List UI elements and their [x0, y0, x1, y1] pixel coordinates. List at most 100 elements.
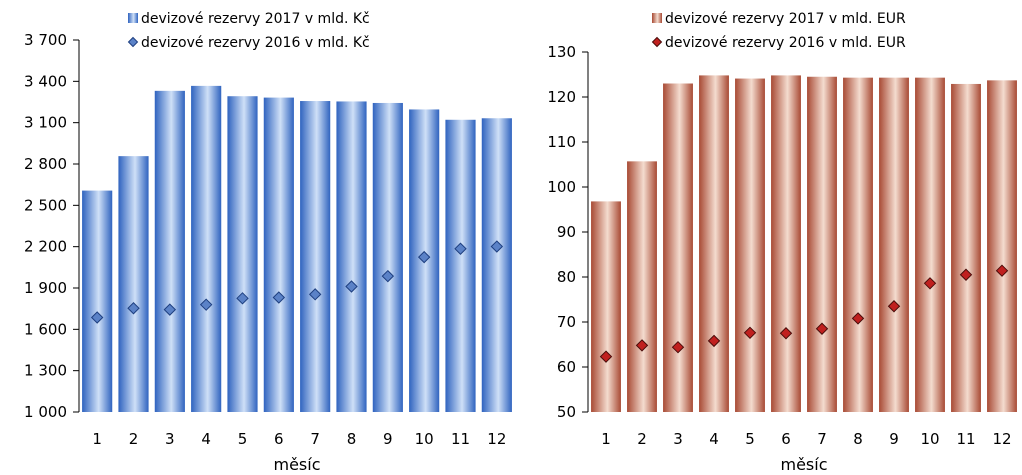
- bar: [118, 156, 149, 412]
- chart-left-czk: 1 000 1 300 1 600 1 900 2 200 2 500 2 800 3 100…: [24, 11, 512, 474]
- bar: [879, 77, 909, 413]
- y-tick-label: 2 200: [24, 238, 67, 256]
- y-tick-label: 1 300: [24, 362, 67, 380]
- data-point: [707, 334, 721, 348]
- x-tick-label: 10: [415, 430, 434, 448]
- data-point: [199, 298, 213, 311]
- x-tick-label: 8: [347, 430, 357, 448]
- bar: [191, 85, 222, 412]
- x-tick-label: 12: [992, 430, 1011, 448]
- bar: [263, 97, 294, 412]
- data-point: [599, 350, 613, 363]
- y-tick-label: 1 000: [24, 403, 67, 421]
- bar: [771, 75, 801, 413]
- legend-label: devizové rezervy 2016 v mld. Kč: [141, 35, 370, 51]
- bar: [699, 75, 729, 413]
- bar: [735, 78, 765, 413]
- data-point: [236, 292, 249, 305]
- x-tick-label: 2: [129, 430, 139, 448]
- data-point: [923, 277, 937, 290]
- bar: [227, 96, 258, 413]
- bar: [987, 80, 1017, 412]
- x-tick-label: 6: [274, 430, 284, 448]
- legend-swatch-bar: [652, 13, 662, 23]
- x-tick-label: 10: [920, 430, 939, 448]
- data-point: [743, 326, 757, 340]
- x-tick-label: 6: [781, 430, 791, 448]
- y-tick-label: 3 700: [24, 31, 67, 49]
- data-point: [959, 268, 973, 281]
- bar: [82, 190, 113, 412]
- y-tick-label: 50: [557, 403, 576, 421]
- bar: [627, 161, 657, 412]
- bar: [445, 119, 476, 413]
- data-point: [417, 250, 431, 264]
- x-tick-label: 1: [601, 430, 611, 448]
- x-tick-label: 8: [853, 430, 863, 448]
- bar: [591, 201, 621, 412]
- x-tick-label: 9: [383, 430, 393, 448]
- bar: [336, 101, 367, 413]
- x-tick-label: 7: [310, 430, 320, 448]
- y-tick-label: 70: [557, 313, 576, 331]
- y-tick-label: 60: [557, 358, 576, 376]
- x-tick-label: 4: [201, 430, 211, 448]
- x-axis-label: měsíc: [273, 455, 320, 474]
- x-tick-label: 7: [817, 430, 827, 448]
- x-tick-label: 4: [709, 430, 719, 448]
- bar: [951, 83, 981, 412]
- y-tick-label: 120: [547, 88, 576, 106]
- legend-swatch-marker: [127, 36, 139, 48]
- x-tick-label: 5: [745, 430, 755, 448]
- data-point: [671, 340, 685, 354]
- y-tick-label: 90: [557, 223, 576, 241]
- y-tick-label: 2 500: [24, 196, 67, 214]
- data-point: [995, 264, 1009, 277]
- y-tick-label: 1 600: [24, 320, 67, 338]
- x-tick-label: 11: [451, 430, 470, 448]
- x-tick-label: 11: [956, 430, 975, 448]
- bar: [663, 83, 693, 412]
- x-tick-label: 12: [487, 430, 506, 448]
- legend-label: devizové rezervy 2016 v mld. EUR: [665, 35, 906, 51]
- legend-swatch-bar: [128, 13, 138, 23]
- data-point: [635, 339, 649, 352]
- bar: [807, 76, 837, 412]
- x-tick-label: 3: [165, 430, 175, 448]
- x-tick-label: 2: [637, 430, 647, 448]
- legend-label: devizové rezervy 2017 v mld. Kč: [141, 11, 370, 27]
- y-tick-label: 2 800: [24, 155, 67, 173]
- data-point: [779, 327, 793, 340]
- data-point: [345, 280, 358, 293]
- bar: [372, 102, 403, 412]
- data-point: [381, 269, 395, 283]
- y-tick-label: 100: [547, 178, 576, 196]
- bar: [843, 77, 873, 413]
- data-point: [851, 312, 865, 325]
- y-tick-label: 110: [547, 133, 576, 151]
- data-point: [815, 322, 829, 335]
- y-tick-label: 80: [557, 268, 576, 286]
- data-point: [272, 291, 286, 304]
- bar: [481, 118, 512, 412]
- data-point: [490, 240, 504, 253]
- data-point: [887, 300, 901, 313]
- bar: [154, 90, 185, 412]
- y-tick-label: 130: [547, 43, 576, 61]
- data-point: [163, 303, 177, 316]
- legend-swatch-marker: [651, 36, 663, 48]
- bar: [915, 77, 945, 413]
- legend-label: devizové rezervy 2017 v mld. EUR: [665, 11, 906, 27]
- y-tick-label: 3 100: [24, 114, 67, 132]
- data-point: [454, 242, 467, 255]
- bar: [300, 101, 331, 412]
- x-tick-label: 5: [238, 430, 248, 448]
- x-axis-label: měsíc: [780, 455, 827, 474]
- x-tick-label: 9: [889, 430, 899, 448]
- data-point: [90, 311, 104, 324]
- x-tick-label: 1: [92, 430, 102, 448]
- data-point: [308, 288, 322, 301]
- y-tick-label: 3 400: [24, 72, 67, 90]
